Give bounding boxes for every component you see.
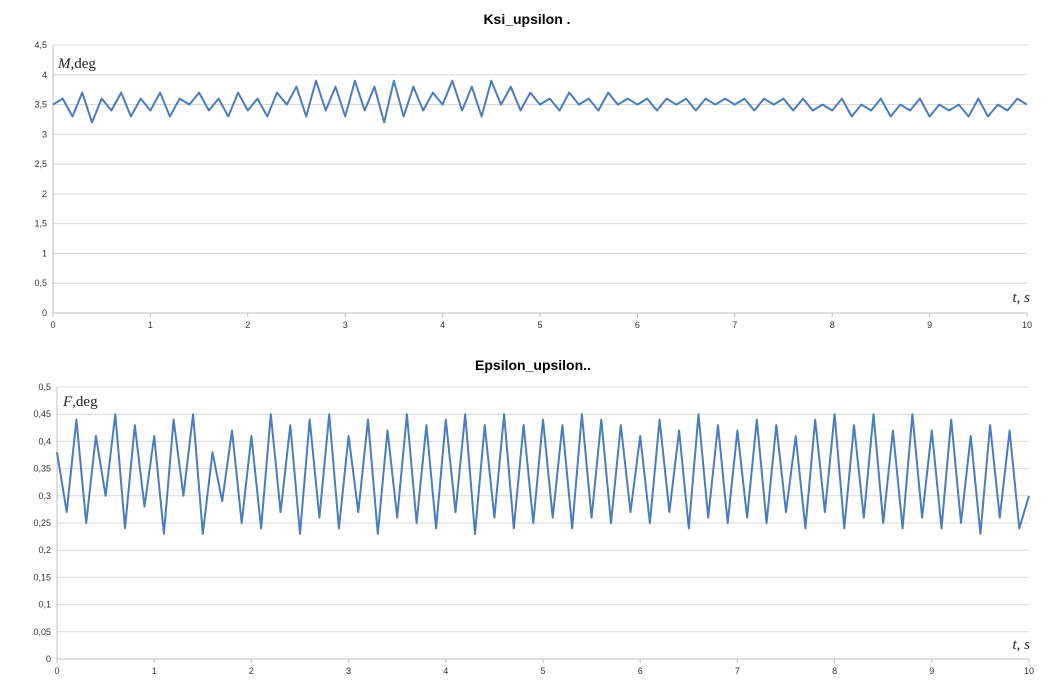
x-tick-label: 1	[152, 666, 157, 676]
x-tick-label: 10	[1022, 320, 1032, 330]
y-axis-unit: ,deg	[72, 394, 98, 410]
y-tick-label: 0,15	[33, 572, 51, 582]
x-tick-label: 6	[638, 666, 643, 676]
series-line	[56, 413, 1030, 535]
y-tick-label: 4,5	[34, 40, 47, 50]
y-tick-label: 1	[42, 248, 47, 258]
x-tick-label: 0	[50, 320, 55, 330]
gridlines	[52, 44, 1027, 314]
x-axis-symbol: t	[1012, 637, 1017, 653]
y-tick-label: 0	[46, 654, 51, 664]
x-tick-label: 5	[537, 320, 542, 330]
y-tick-label: 2,5	[34, 159, 47, 169]
y-tick-label: 0,3	[38, 491, 51, 501]
y-axis-symbol: M	[57, 56, 72, 72]
x-tick-label: 3	[343, 320, 348, 330]
x-tick-label: 3	[346, 666, 351, 676]
y-axis-label: F,deg	[62, 394, 98, 410]
x-tick-label: 2	[245, 320, 250, 330]
chart-title: Epsilon_upsilon..	[475, 357, 591, 373]
y-tick-label: 2	[42, 189, 47, 199]
y-tick-label: 1,5	[34, 219, 47, 229]
y-tick-label: 0,25	[33, 518, 51, 528]
y-tick-label: 0,45	[33, 409, 51, 419]
x-tick-label: 7	[735, 666, 740, 676]
y-tick-label: 0	[42, 308, 47, 318]
x-axis-symbol: t	[1012, 290, 1017, 306]
y-tick-label: 3	[42, 129, 47, 139]
x-tick-label: 9	[929, 666, 934, 676]
x-tick-label: 7	[732, 320, 737, 330]
y-tick-label: 4	[42, 70, 47, 80]
x-axis-label: t, s	[1012, 637, 1030, 653]
x-tick-label: 4	[440, 320, 445, 330]
chart-ksi-upsilon: Ksi_upsilon . 0 0,5 1 1,5 2 2,5 3 3,5 4 4,5 0 1 2 3 4…	[34, 11, 1032, 330]
y-tick-label: 0,5	[38, 382, 51, 392]
y-tick-label: 0,35	[33, 464, 51, 474]
x-axis-unit: , s	[1017, 290, 1031, 306]
y-tick-label: 0,4	[38, 436, 51, 446]
y-tick-label: 3,5	[34, 100, 47, 110]
y-tick-labels: 0 0,05 0,1 0,15 0,2 0,25 0,3 0,35 0,4 0,45 0,5	[33, 382, 51, 664]
x-tick-label: 1	[148, 320, 153, 330]
x-tick-label: 4	[443, 666, 448, 676]
x-tick-label: 10	[1024, 666, 1034, 676]
x-tick-label: 2	[249, 666, 254, 676]
y-tick-label: 0,5	[34, 278, 47, 288]
chart-title: Ksi_upsilon .	[483, 11, 570, 27]
chart-epsilon-upsilon: Epsilon_upsilon.. 0 0,05 0,1 0,15 0,2 0,25 0,3…	[33, 357, 1034, 676]
x-axis-unit: , s	[1017, 637, 1031, 653]
y-tick-labels: 0 0,5 1 1,5 2 2,5 3 3,5 4 4,5	[34, 40, 47, 318]
x-tick-label: 6	[635, 320, 640, 330]
x-axis-label: t, s	[1012, 290, 1030, 306]
x-tick-label: 8	[832, 666, 837, 676]
x-tick-label: 5	[540, 666, 545, 676]
y-axis-unit: ,deg	[71, 56, 97, 72]
series-line	[52, 79, 1028, 124]
y-tick-label: 0,05	[33, 627, 51, 637]
x-tick-labels: 0 1 2 3 4 5 6 7 8 9 10	[50, 313, 1032, 330]
y-axis-symbol: F	[62, 394, 73, 410]
x-tick-label: 9	[927, 320, 932, 330]
y-axis-label: M,deg	[57, 56, 96, 72]
y-tick-label: 0,2	[38, 545, 51, 555]
x-tick-labels: 0 1 2 3 4 5 6 7 8 9 10	[54, 659, 1034, 676]
y-tick-label: 0,1	[38, 600, 51, 610]
x-tick-label: 8	[830, 320, 835, 330]
x-tick-label: 0	[54, 666, 59, 676]
